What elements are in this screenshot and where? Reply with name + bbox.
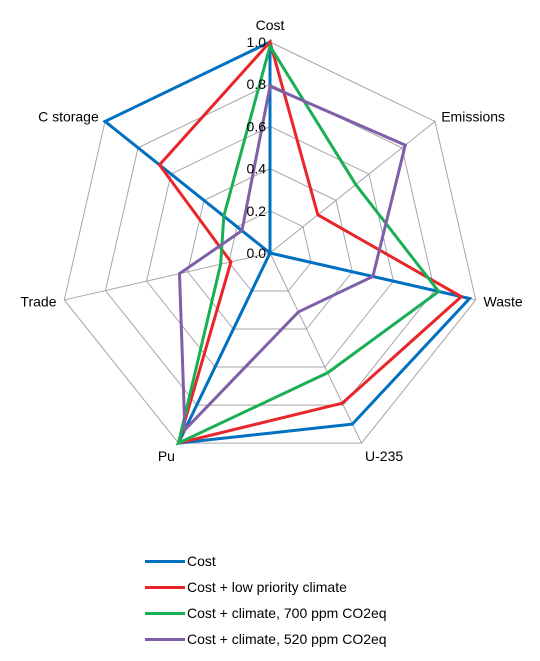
tick-label: 0.0 [247, 245, 267, 261]
legend-label: Cost + low priority climate [187, 579, 347, 595]
grid-ring [187, 168, 353, 330]
legend: Cost Cost + low priority climate Cost + cl… [145, 548, 387, 652]
tick-label: 1.0 [247, 34, 267, 50]
tick-label: 0.4 [247, 161, 267, 177]
axis-label: Pu [158, 448, 175, 464]
series-line [176, 42, 441, 446]
legend-swatch [145, 637, 185, 641]
legend-item: Cost + climate, 700 ppm CO2eq [145, 600, 387, 626]
legend-label: Cost + climate, 700 ppm CO2eq [187, 605, 387, 621]
legend-item: Cost + climate, 520 ppm CO2eq [145, 626, 387, 652]
grid-spoke [64, 252, 271, 301]
legend-item: Cost + low priority climate [145, 574, 387, 600]
axis-label: U-235 [365, 448, 403, 464]
axis-label: C storage [38, 108, 99, 124]
grid-ring [63, 41, 477, 444]
radar-ticks: 0.0 0.2 0.4 0.6 0.8 1.0 [247, 34, 267, 261]
legend-swatch [145, 559, 185, 563]
grid-spoke [269, 121, 436, 254]
radar-chart: 0.0 0.2 0.4 0.6 0.8 1.0 Cost Emissions Waste U-2… [20, 17, 522, 464]
legend-item: Cost [145, 548, 387, 574]
grid-spoke [269, 252, 363, 444]
grid-ring [228, 210, 312, 292]
legend-label: Cost [187, 553, 216, 569]
tick-label: 0.6 [247, 118, 267, 134]
radar-axis-labels: Cost Emissions Waste U-235 Pu Trade C storage [20, 17, 522, 464]
grid-ring [146, 125, 394, 368]
series-line [157, 38, 464, 446]
tick-label: 0.8 [247, 76, 267, 92]
axis-label: Emissions [441, 108, 505, 124]
radar-series [102, 38, 473, 446]
series-line [102, 39, 473, 445]
series-line [177, 84, 408, 434]
tick-label: 0.2 [247, 203, 267, 219]
axis-label: Trade [20, 294, 56, 310]
grid-ring [104, 83, 436, 406]
legend-swatch [145, 585, 185, 589]
legend-swatch [145, 611, 185, 615]
axis-label: Cost [256, 17, 285, 33]
legend-label: Cost + climate, 520 ppm CO2eq [187, 631, 387, 647]
axis-label: Waste [484, 294, 523, 310]
